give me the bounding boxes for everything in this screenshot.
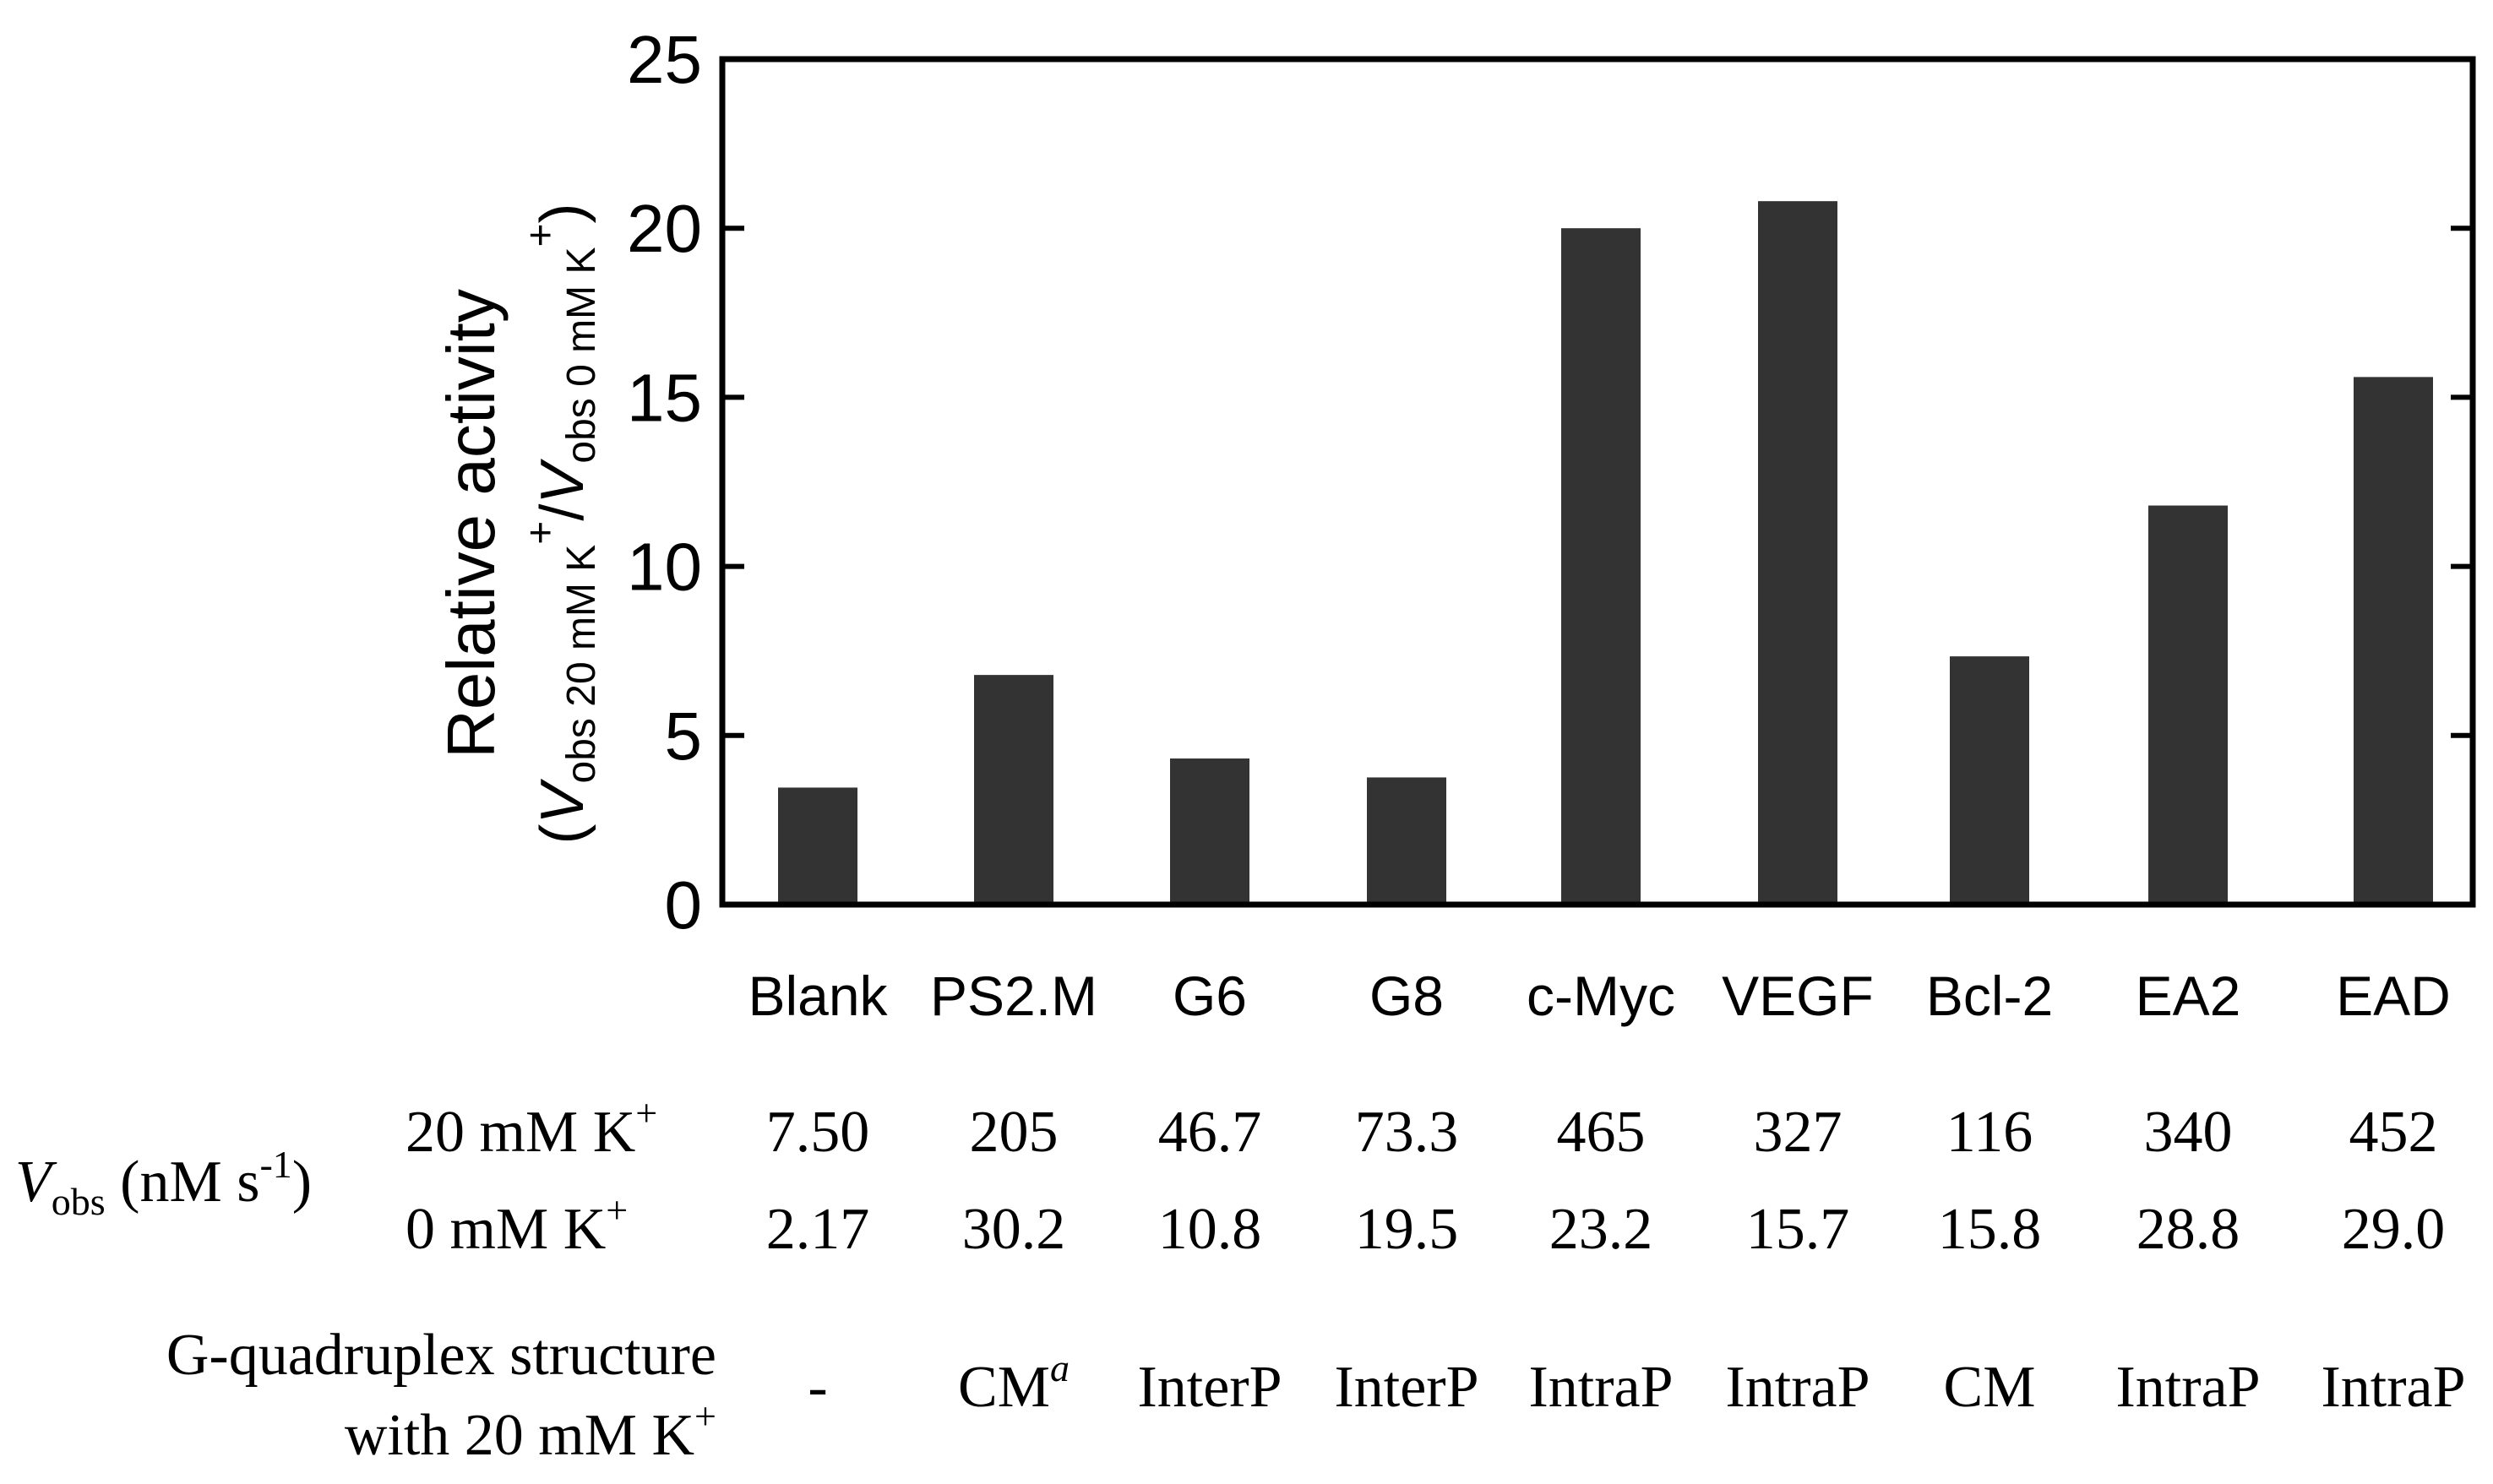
- y-axis: 0 5 10 15 20 25: [627, 22, 2473, 943]
- structure-cell-ps2m-text: CM: [958, 1355, 1050, 1420]
- structure-cell-g6: InterP: [1137, 1355, 1282, 1420]
- row-0mm-cell-g6: 10.8: [1158, 1197, 1262, 1262]
- row-20mm-label-sup: +: [635, 1091, 657, 1134]
- ylabel-close-paren: ): [529, 204, 596, 224]
- bars-group: [778, 201, 2433, 905]
- row-0mm-label-text: 0 mM K: [406, 1197, 606, 1262]
- structure-cell-ea2: IntraP: [2115, 1355, 2260, 1420]
- vobs-unit-close: ): [292, 1150, 312, 1215]
- row-20mm-label-text: 20 mM K: [406, 1100, 635, 1165]
- structure-cell-g8: InterP: [1334, 1355, 1478, 1420]
- structure-label-line2-sup: +: [694, 1394, 716, 1438]
- x-tick-label-blank: Blank: [748, 965, 888, 1027]
- row-0mm-label: 0 mM K+: [406, 1188, 628, 1262]
- ylabel-sub1: obs 20 mM K: [559, 545, 604, 784]
- table-cells: 7.50 205 46.7 73.3 465 327 116 340 452 2.17 30.2 10…: [766, 1100, 2466, 1420]
- row-0mm-cell-c-myc: 23.2: [1549, 1197, 1653, 1262]
- bar-ead: [2354, 377, 2433, 905]
- y-tick-label-0: 0: [665, 867, 703, 943]
- ylabel-sup2: +: [519, 224, 563, 247]
- x-tick-label-c-myc: c-Myc: [1527, 965, 1675, 1027]
- row-20mm-label: 20 mM K+: [406, 1091, 657, 1165]
- structure-cell-ps2-m: CMa: [958, 1346, 1070, 1420]
- y-tick-label-20: 20: [627, 191, 702, 266]
- y-axis-title: Relative activity (Vobs 20 mM K+/Vobs 0 …: [433, 204, 604, 845]
- row-20mm-cell-ead: 452: [2349, 1100, 2438, 1165]
- bar-bcl-2: [1950, 656, 2029, 905]
- y-axis-title-line1: Relative activity: [433, 289, 509, 758]
- structure-cell-blank: -: [808, 1355, 827, 1420]
- structure-label-line1: G-quadruplex structure: [166, 1323, 716, 1388]
- ylabel-open-paren: (: [529, 824, 596, 844]
- y-tick-label-10: 10: [627, 530, 702, 605]
- structure-cell-ps2m-sup: a: [1050, 1346, 1070, 1389]
- bar-ea2: [2148, 505, 2228, 905]
- x-tick-label-ea2: EA2: [2136, 965, 2241, 1027]
- x-tick-label-g8: G8: [1369, 965, 1444, 1027]
- row-20mm-cell-ps2-m: 205: [970, 1100, 1059, 1165]
- row-0mm-label-sup: +: [606, 1188, 628, 1231]
- structure-cell-bcl-2: CM: [1944, 1355, 2036, 1420]
- y-tick-label-15: 15: [627, 360, 702, 435]
- structure-label-line2-text: with 20 mM K: [345, 1403, 694, 1468]
- row-20mm-cell-g6: 46.7: [1158, 1100, 1262, 1165]
- structure-label-line2: with 20 mM K+: [345, 1394, 716, 1468]
- ylabel-v1: V: [529, 779, 596, 824]
- table-row-labels: Vobs (nM s-1) 20 mM K+ 0 mM K+ G-quadrup…: [15, 1091, 716, 1468]
- row-0mm-cell-g8: 19.5: [1355, 1197, 1459, 1262]
- x-axis-labels: Blank PS2.M G6 G8 c-Myc VEGF Bcl-2 EA2 EAD: [748, 965, 2450, 1027]
- bar-g8: [1367, 777, 1446, 905]
- structure-cell-ead: IntraP: [2321, 1355, 2465, 1420]
- ylabel-v2: V: [529, 459, 596, 504]
- structure-cell-vegf: IntraP: [1725, 1355, 1870, 1420]
- row-0mm-cell-ead: 29.0: [2342, 1197, 2446, 1262]
- x-tick-label-vegf: VEGF: [1722, 965, 1874, 1027]
- vobs-unit: (nM s: [106, 1150, 260, 1215]
- vobs-sub: obs: [52, 1180, 106, 1223]
- row-20mm-cell-ea2: 340: [2144, 1100, 2233, 1165]
- row-0mm-cell-ps2-m: 30.2: [962, 1197, 1066, 1262]
- row-20mm-cell-blank: 7.50: [766, 1100, 870, 1165]
- y-tick-label-25: 25: [627, 22, 702, 97]
- bar-c-myc: [1561, 228, 1641, 905]
- row-0mm-cell-vegf: 15.7: [1746, 1197, 1850, 1262]
- x-tick-label-ead: EAD: [2336, 965, 2451, 1027]
- row-0mm-cell-ea2: 28.8: [2136, 1197, 2240, 1262]
- vobs-v: V: [15, 1150, 57, 1215]
- x-tick-label-bcl-2: Bcl-2: [1926, 965, 2053, 1027]
- bar-blank: [778, 787, 857, 905]
- row-20mm-cell-vegf: 327: [1754, 1100, 1843, 1165]
- vobs-unit-sup: -1: [259, 1143, 291, 1186]
- ylabel-sub2: obs 0 mM K: [559, 247, 604, 464]
- y-tick-label-5: 5: [665, 699, 703, 774]
- vobs-label: Vobs (nM s-1): [15, 1143, 312, 1223]
- y-axis-title-line2: (Vobs 20 mM K+/Vobs 0 mM K+): [519, 204, 604, 845]
- x-tick-label-ps2-m: PS2.M: [930, 965, 1097, 1027]
- ylabel-slash: /: [529, 504, 596, 521]
- bar-ps2-m: [974, 675, 1053, 905]
- row-20mm-cell-bcl-2: 116: [1946, 1100, 2033, 1165]
- structure-cell-c-myc: IntraP: [1528, 1355, 1673, 1420]
- row-20mm-cell-c-myc: 465: [1557, 1100, 1646, 1165]
- row-0mm-cell-bcl-2: 15.8: [1938, 1197, 2042, 1262]
- plot-frame: [719, 56, 2476, 908]
- x-tick-label-g6: G6: [1173, 965, 1247, 1027]
- row-0mm-cell-blank: 2.17: [766, 1197, 870, 1262]
- bar-vegf: [1758, 201, 1837, 905]
- row-20mm-cell-g8: 73.3: [1355, 1100, 1459, 1165]
- ylabel-sup1: +: [519, 521, 563, 545]
- bar-g6: [1170, 758, 1249, 905]
